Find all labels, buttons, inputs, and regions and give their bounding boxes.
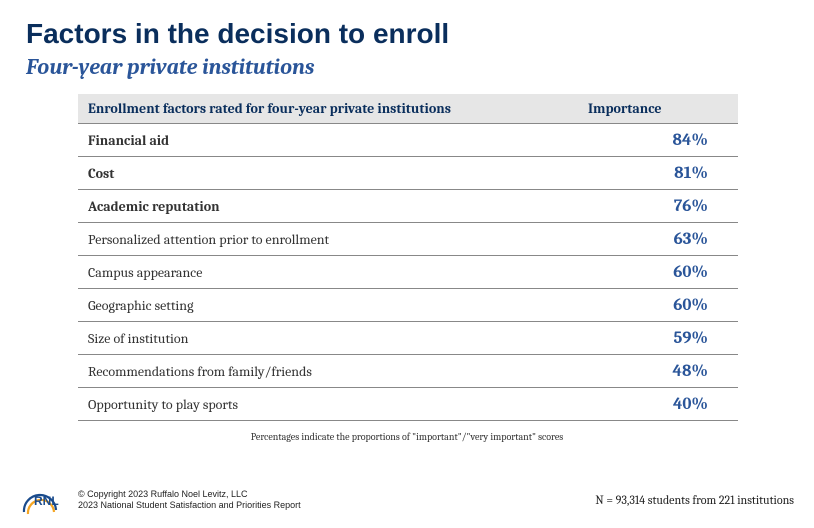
- factor-cell: Financial aid: [78, 124, 578, 157]
- factor-cell: Cost: [78, 157, 578, 190]
- page-subtitle: Four-year private institutions: [26, 54, 814, 80]
- table-row: Opportunity to play sports40%: [78, 388, 738, 421]
- importance-cell: 63%: [578, 223, 738, 256]
- table-row: Recommendations from family/friends48%: [78, 355, 738, 388]
- importance-cell: 40%: [578, 388, 738, 421]
- importance-cell: 59%: [578, 322, 738, 355]
- page-title: Factors in the decision to enroll: [26, 18, 814, 50]
- table-row: Cost81%: [78, 157, 738, 190]
- sample-size-note: N = 93,314 students from 221 institution…: [595, 493, 794, 507]
- copyright-line-1: © Copyright 2023 Ruffalo Noel Levitz, LL…: [78, 489, 301, 500]
- importance-cell: 84%: [578, 124, 738, 157]
- importance-cell: 81%: [578, 157, 738, 190]
- factor-cell: Personalized attention prior to enrollme…: [78, 223, 578, 256]
- footnote-text: Percentages indicate the proportions of …: [0, 431, 814, 443]
- footer-bar: RNL © Copyright 2023 Ruffalo Noel Levitz…: [0, 482, 814, 518]
- table-row: Size of institution59%: [78, 322, 738, 355]
- importance-cell: 60%: [578, 256, 738, 289]
- table-row: Financial aid84%: [78, 124, 738, 157]
- col-header-factor: Enrollment factors rated for four-year p…: [78, 94, 578, 124]
- table-row: Academic reputation76%: [78, 190, 738, 223]
- factor-cell: Recommendations from family/friends: [78, 355, 578, 388]
- factors-table: Enrollment factors rated for four-year p…: [78, 94, 738, 421]
- copyright-block: © Copyright 2023 Ruffalo Noel Levitz, LL…: [78, 489, 301, 512]
- col-header-importance: Importance: [578, 94, 738, 124]
- table-row: Campus appearance60%: [78, 256, 738, 289]
- table-row: Geographic setting60%: [78, 289, 738, 322]
- importance-cell: 76%: [578, 190, 738, 223]
- rnl-logo: RNL: [16, 482, 70, 518]
- factor-cell: Academic reputation: [78, 190, 578, 223]
- importance-cell: 48%: [578, 355, 738, 388]
- importance-cell: 60%: [578, 289, 738, 322]
- factor-cell: Size of institution: [78, 322, 578, 355]
- factor-cell: Opportunity to play sports: [78, 388, 578, 421]
- factor-cell: Geographic setting: [78, 289, 578, 322]
- factor-cell: Campus appearance: [78, 256, 578, 289]
- svg-text:RNL: RNL: [34, 494, 59, 508]
- table-row: Personalized attention prior to enrollme…: [78, 223, 738, 256]
